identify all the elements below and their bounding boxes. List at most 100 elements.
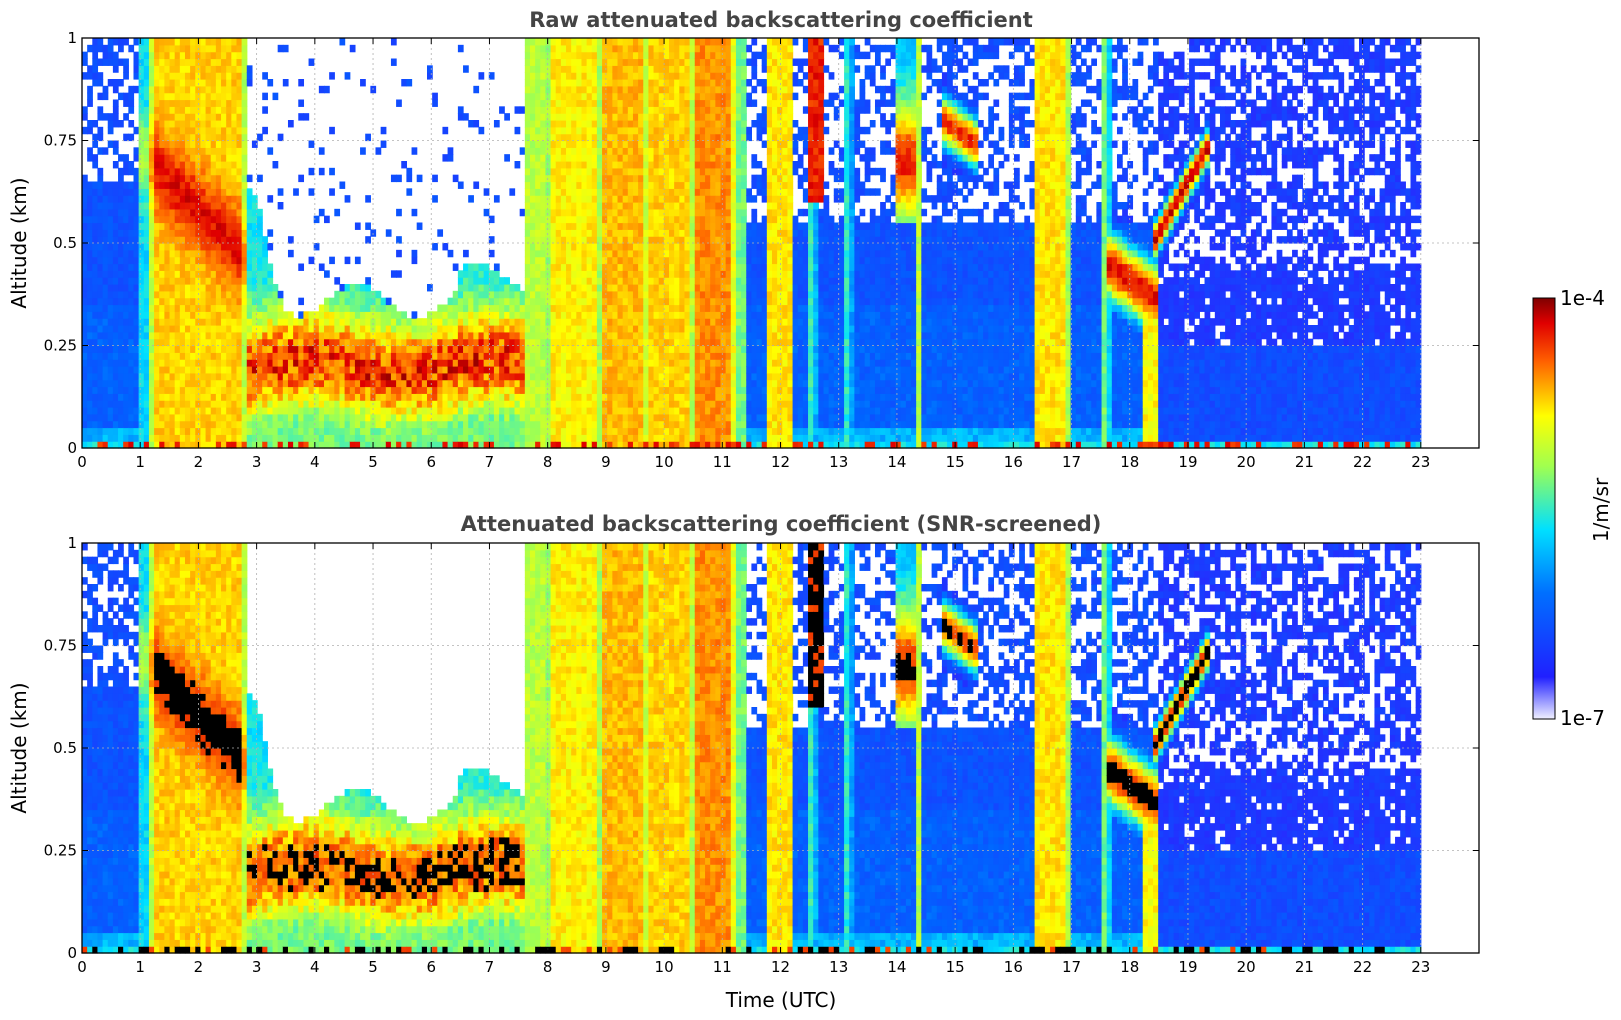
heatmap-cell — [571, 331, 577, 340]
heatmap-cell — [236, 113, 243, 121]
heatmap-cell — [205, 400, 212, 408]
heatmap-cell — [174, 393, 181, 401]
heatmap-cell — [550, 352, 557, 360]
heatmap-cell — [118, 441, 124, 449]
heatmap-cell — [658, 229, 665, 237]
heatmap-cell — [653, 154, 660, 162]
heatmap-cell — [184, 195, 191, 203]
heatmap-cell — [318, 400, 325, 408]
heatmap-cell — [468, 304, 474, 312]
heatmap-cell — [246, 79, 253, 87]
heatmap-cell — [195, 58, 202, 66]
heatmap-cell — [251, 420, 258, 429]
heatmap-cell — [632, 338, 639, 347]
heatmap-cell — [349, 386, 356, 394]
heatmap-cell — [406, 386, 413, 394]
heatmap-cell — [581, 263, 588, 271]
heatmap-cell — [607, 359, 613, 367]
heatmap-cell — [257, 400, 263, 408]
heatmap-cell — [653, 393, 660, 401]
heatmap-cell — [82, 215, 88, 224]
heatmap-cell — [236, 154, 243, 162]
heatmap-cell — [298, 263, 305, 271]
heatmap-cell — [133, 325, 140, 333]
heatmap-cell — [236, 420, 243, 429]
heatmap-cell — [257, 297, 263, 306]
heatmap-cell — [674, 284, 680, 292]
heatmap-cell — [524, 420, 531, 429]
heatmap-cell — [143, 270, 150, 278]
heatmap-cell — [365, 345, 371, 353]
heatmap-cell — [236, 106, 243, 114]
heatmap-cell — [555, 290, 562, 299]
heatmap-cell — [318, 420, 325, 429]
heatmap-cell — [262, 386, 268, 394]
heatmap-cell — [138, 393, 145, 401]
heatmap-cell — [97, 345, 104, 353]
heatmap-cell — [669, 311, 675, 319]
heatmap-cell — [143, 229, 150, 237]
heatmap-cell — [313, 366, 320, 374]
heatmap-cell — [107, 208, 114, 217]
heatmap-cell — [184, 38, 191, 46]
heatmap-cell — [658, 154, 665, 162]
heatmap-cell — [308, 413, 315, 422]
heatmap-cell — [138, 318, 145, 326]
heatmap-cell — [529, 65, 536, 73]
heatmap-cell — [246, 379, 253, 388]
heatmap-cell — [282, 427, 289, 435]
heatmap-cell — [128, 161, 135, 169]
heatmap-cell — [298, 113, 305, 121]
heatmap-cell — [344, 372, 351, 381]
heatmap-cell — [339, 420, 346, 429]
heatmap-cell — [529, 434, 536, 442]
heatmap-cell — [112, 345, 119, 353]
heatmap-cell — [478, 331, 485, 340]
heatmap-cell — [360, 413, 366, 422]
heatmap-cell — [663, 140, 670, 148]
heatmap-cell — [648, 154, 655, 162]
heatmap-cell — [102, 188, 109, 196]
heatmap-cell — [92, 290, 99, 299]
heatmap-cell — [200, 277, 207, 285]
heatmap-cell — [148, 427, 155, 435]
heatmap-cell — [334, 441, 341, 449]
heatmap-cell — [174, 290, 181, 299]
heatmap-cell — [215, 249, 222, 258]
heatmap-cell — [215, 195, 222, 203]
heatmap-cell — [540, 372, 547, 381]
heatmap-cell — [298, 372, 305, 381]
heatmap-cell — [246, 311, 253, 319]
heatmap-cell — [576, 345, 583, 353]
heatmap-cell — [236, 318, 243, 326]
heatmap-cell — [648, 366, 655, 374]
heatmap-cell — [529, 133, 536, 142]
heatmap-cell — [478, 400, 485, 408]
heatmap-cell — [262, 277, 268, 285]
heatmap-cell — [236, 249, 243, 258]
heatmap-cell — [339, 325, 346, 333]
heatmap-cell — [159, 202, 165, 210]
heatmap-cell — [97, 202, 104, 210]
heatmap-cell — [133, 359, 140, 367]
heatmap-cell — [674, 325, 680, 333]
heatmap-cell — [226, 325, 232, 333]
heatmap-cell — [602, 215, 608, 224]
heatmap-cell — [576, 147, 583, 155]
heatmap-cell — [215, 120, 222, 128]
heatmap-cell — [617, 359, 624, 367]
heatmap-cell — [195, 72, 202, 80]
heatmap-cell — [231, 366, 238, 374]
heatmap-cell — [576, 270, 583, 278]
heatmap-cell — [143, 372, 150, 381]
heatmap-cell — [653, 167, 660, 176]
heatmap-cell — [638, 372, 644, 381]
heatmap-cell — [602, 113, 608, 121]
heatmap-cell — [658, 38, 665, 46]
heatmap-cell — [622, 352, 629, 360]
heatmap-cell — [653, 297, 660, 306]
heatmap-cell — [205, 92, 212, 101]
heatmap-cell — [164, 304, 171, 312]
heatmap-cell — [602, 393, 608, 401]
heatmap-cell — [447, 400, 454, 408]
